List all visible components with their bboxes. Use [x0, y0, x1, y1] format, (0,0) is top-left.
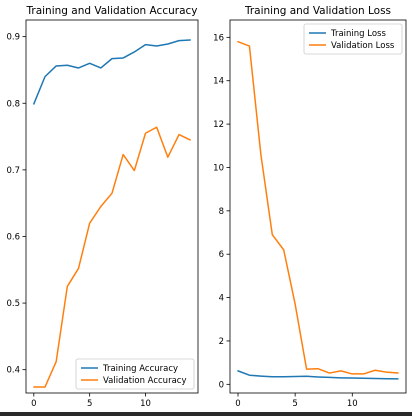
series-line-validation	[33, 126, 191, 388]
legend-box	[75, 358, 195, 390]
y-tick-label: 12	[213, 120, 224, 130]
y-tick-label: 10	[213, 163, 224, 173]
y-tick-label: 16	[213, 33, 224, 43]
y-tick-label: 0.4	[6, 366, 20, 376]
legend-label: Validation Loss	[331, 41, 395, 51]
legend-box	[303, 23, 403, 55]
x-tick-label: 10	[347, 399, 358, 409]
plot-frame	[229, 19, 407, 394]
legend-label: Validation Accuracy	[103, 376, 186, 386]
y-tick-label: 0.8	[6, 99, 20, 109]
x-tick-label: 5	[292, 399, 297, 409]
y-tick-label: 8	[219, 207, 224, 217]
y-tick-label: 0.5	[6, 299, 20, 309]
loss-chart: Training and Validation Loss 0 5 10 0 2 4 6 8 10 1…	[213, 5, 407, 409]
y-tick-label: 0.6	[6, 232, 20, 242]
x-tick-label: 10	[140, 399, 151, 409]
y-tick-label: 0	[219, 380, 224, 390]
y-tick-label: 6	[219, 250, 224, 260]
series-line-training	[237, 370, 399, 380]
chart-title: Training and Validation Loss	[244, 5, 391, 17]
series-line-validation	[237, 40, 399, 375]
legend: Training Accuracy Validation Accuracy	[75, 358, 195, 390]
window-bottom-border	[0, 412, 412, 416]
y-tick-label: 4	[219, 294, 224, 304]
legend-label: Training Loss	[330, 29, 386, 39]
y-tick-label: 14	[213, 77, 224, 87]
legend: Training Loss Validation Loss	[303, 23, 403, 55]
y-tick-label: 0.9	[6, 33, 20, 43]
y-tick-label: 0.7	[6, 166, 20, 176]
x-tick-label: 0	[235, 399, 240, 409]
plot-frame	[25, 19, 199, 394]
series-line-training	[33, 39, 191, 105]
y-tick-label: 2	[219, 337, 224, 347]
legend-label: Training Accuracy	[102, 364, 178, 374]
chart-title: Training and Validation Accuracy	[26, 5, 198, 17]
x-tick-label: 5	[87, 399, 92, 409]
x-tick-label: 0	[31, 399, 36, 409]
accuracy-chart: Training and Validation Accuracy 0 5 10 0.4 0…	[6, 5, 199, 409]
